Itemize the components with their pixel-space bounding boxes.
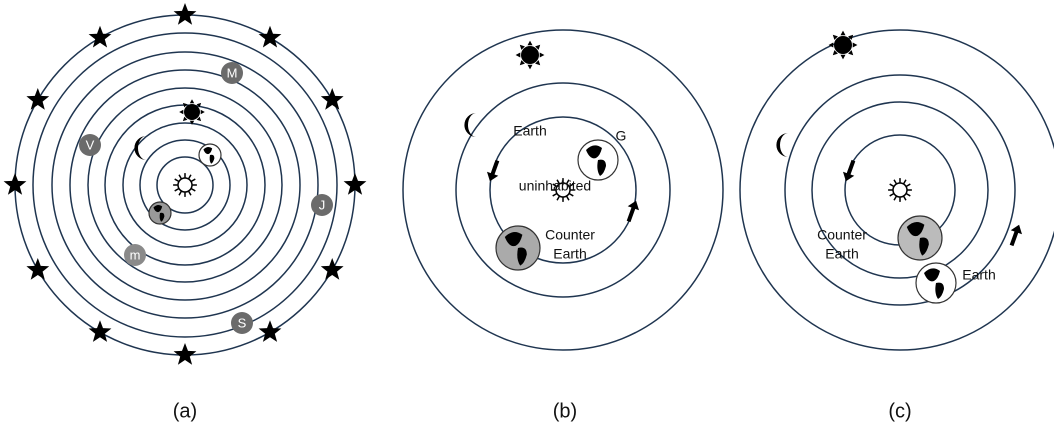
- panel-label: (a): [173, 400, 197, 422]
- sun-ray: [841, 55, 846, 60]
- sun-ray: [841, 31, 846, 36]
- moon: [134, 136, 146, 160]
- counter-earth-label: Earth: [825, 246, 858, 262]
- sun-ray: [528, 41, 533, 46]
- sun-ray: [516, 53, 521, 58]
- black-sun: [184, 104, 200, 120]
- star: [26, 258, 49, 280]
- sun-ray: [190, 99, 194, 103]
- planet-label: M: [227, 65, 238, 80]
- sun-ray: [528, 65, 533, 70]
- star: [321, 88, 344, 110]
- counter-earth-label: Counter: [817, 227, 867, 243]
- panel-label: (b): [553, 400, 577, 422]
- planet-label: m: [130, 247, 141, 262]
- planet-label: S: [238, 315, 247, 330]
- sun: [178, 178, 192, 192]
- black-sun: [521, 46, 539, 64]
- sun-ray: [853, 43, 858, 48]
- earth-label: Earth: [962, 267, 995, 283]
- star: [26, 88, 49, 110]
- sun: [893, 183, 907, 197]
- star: [89, 26, 112, 48]
- moon: [776, 133, 788, 157]
- arrow: [840, 159, 859, 184]
- planet-label: V: [86, 137, 95, 152]
- g-label: G: [616, 128, 627, 144]
- panel-label: (c): [888, 400, 911, 422]
- counter-earth-label: Earth: [553, 246, 586, 262]
- sun-ray: [201, 110, 205, 114]
- star: [259, 26, 282, 48]
- star: [321, 258, 344, 280]
- black-sun: [834, 36, 852, 54]
- figure: M V J m S Earth G uninhabited Counter Ea…: [0, 0, 1054, 433]
- planet-label: J: [319, 197, 326, 212]
- sun-ray: [179, 110, 183, 114]
- star: [259, 320, 282, 342]
- note-label: uninhabited: [519, 178, 591, 194]
- earth-label: Earth: [513, 123, 546, 139]
- sun-ray: [540, 53, 545, 58]
- moon: [464, 113, 476, 137]
- counter-earth-label: Counter: [545, 227, 595, 243]
- arrow: [484, 159, 503, 184]
- star: [89, 320, 112, 342]
- star: [174, 343, 197, 365]
- arrow: [623, 199, 642, 224]
- star: [174, 3, 197, 25]
